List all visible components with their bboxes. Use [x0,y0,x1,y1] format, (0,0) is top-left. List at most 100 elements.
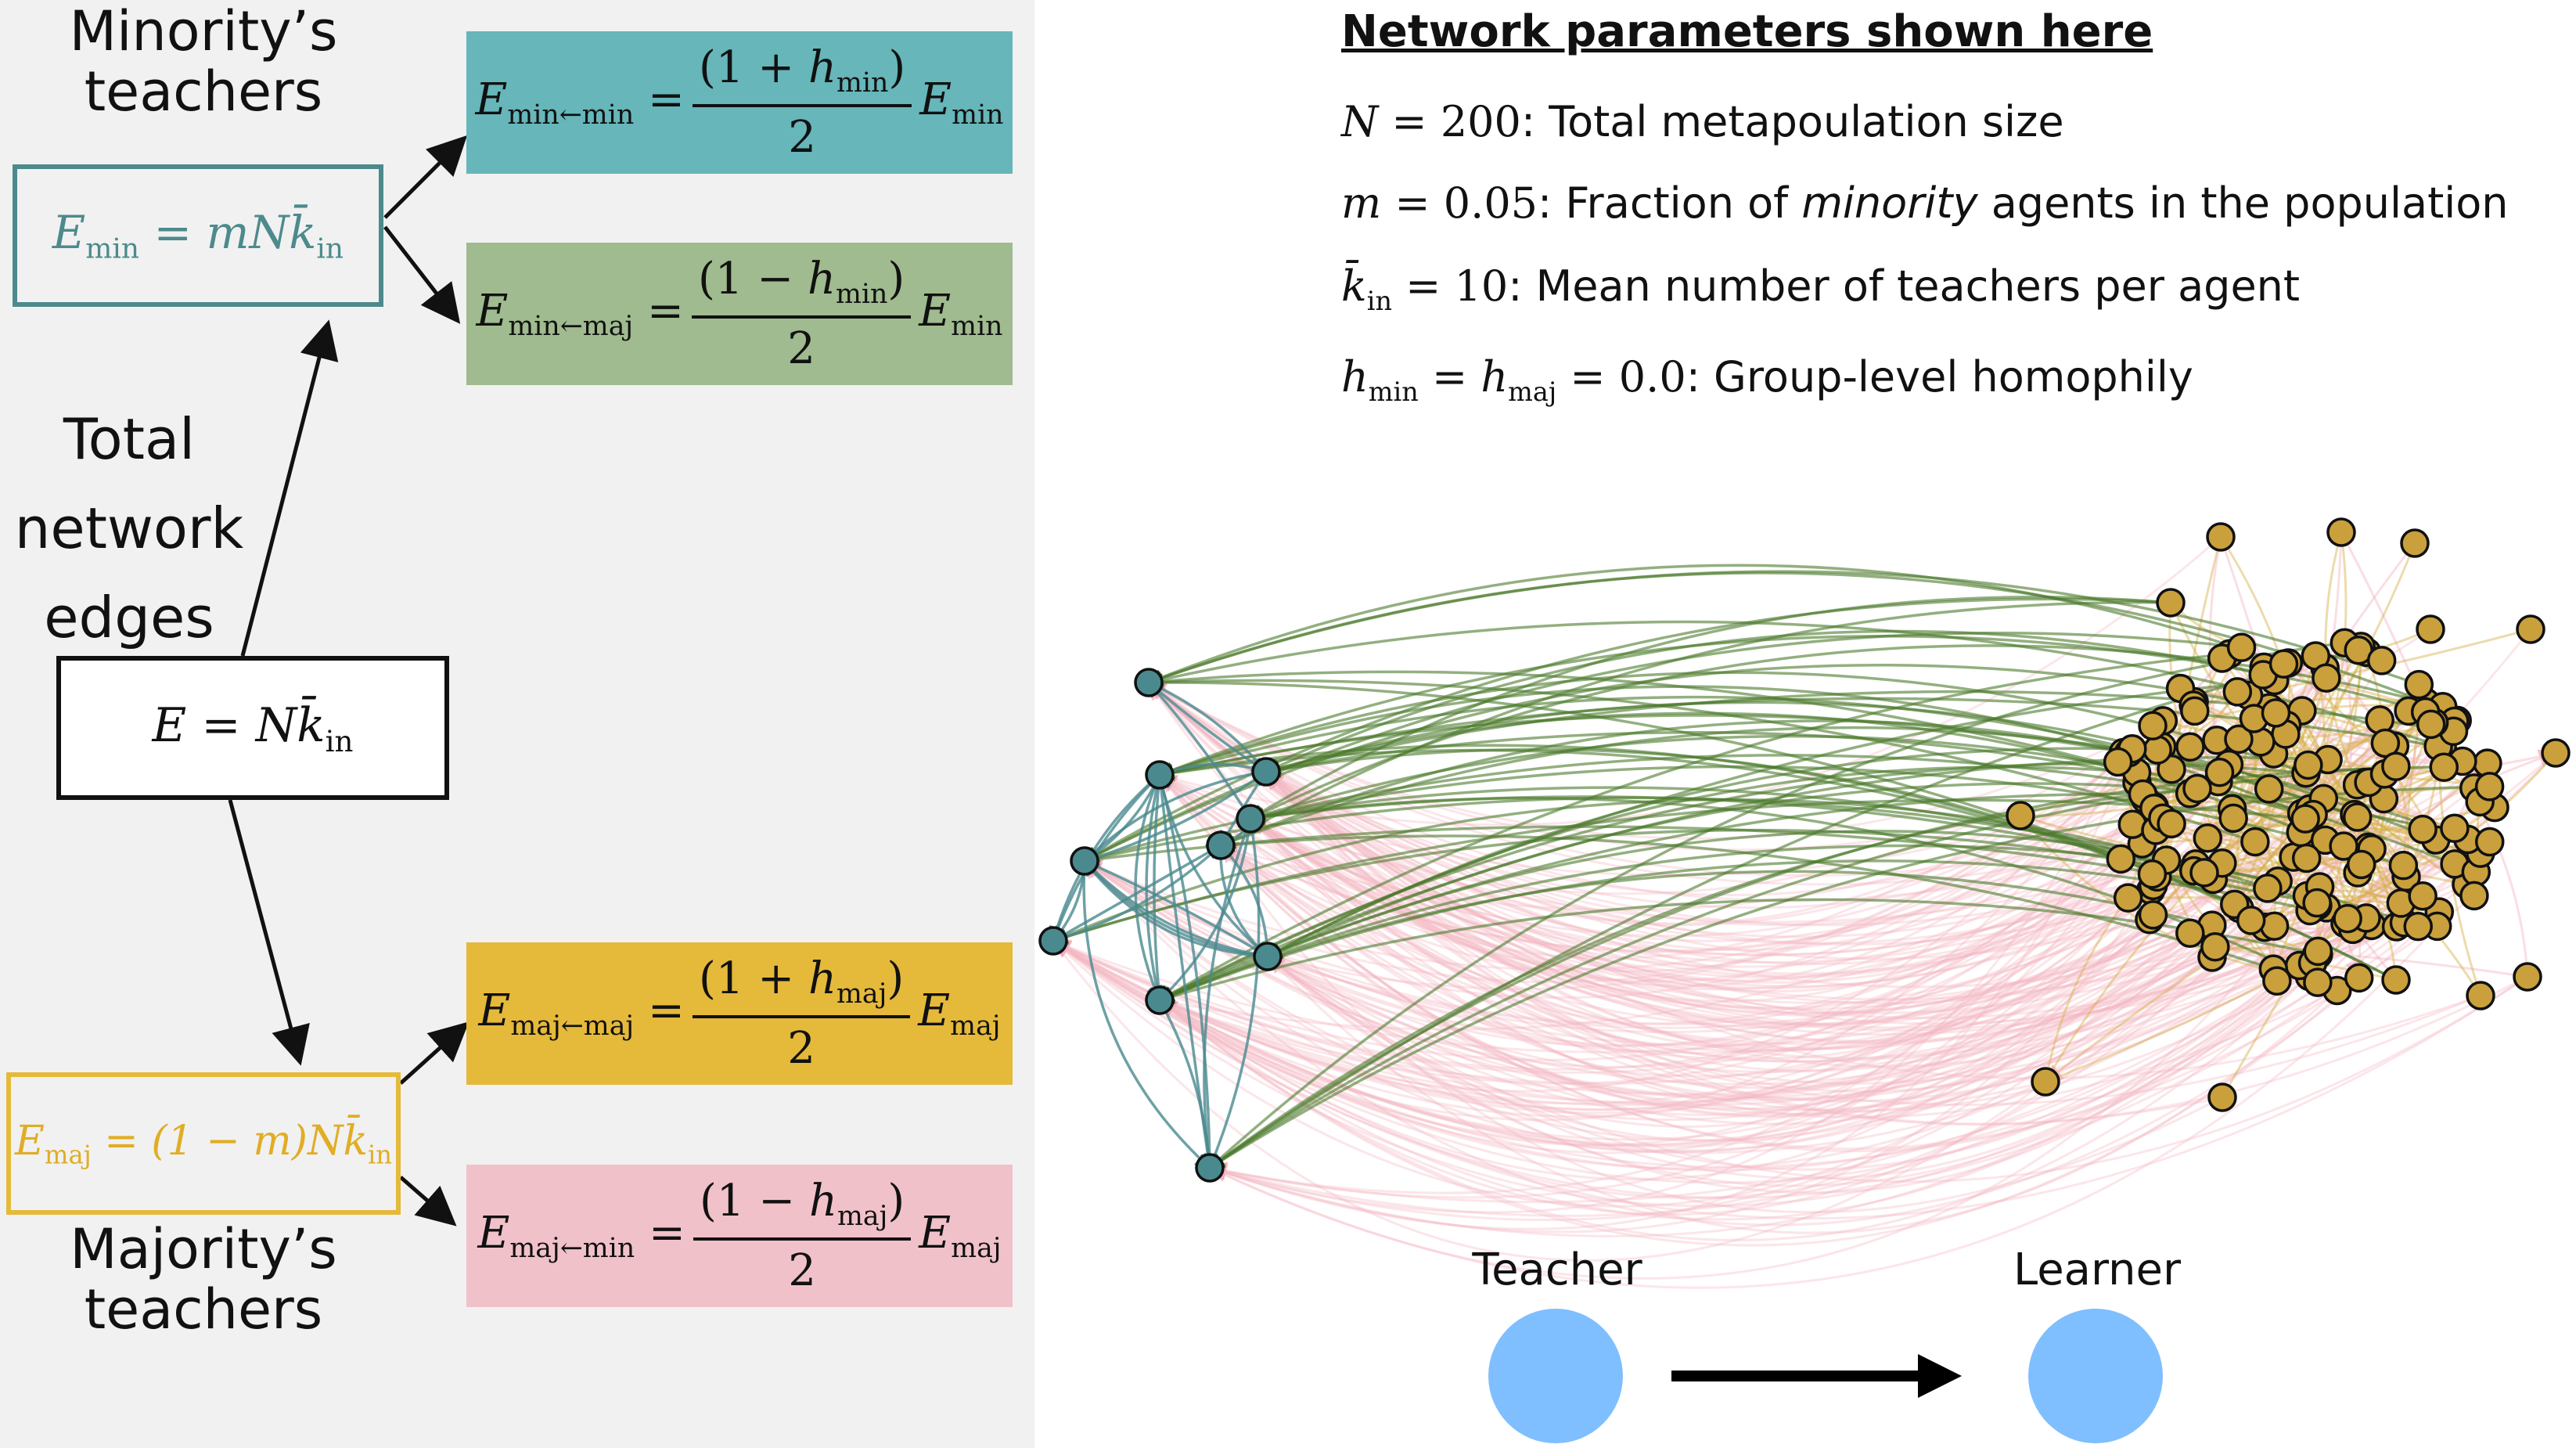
maj-to-min-edge [1052,924,2373,1208]
majority-node [2381,751,2411,781]
teacher-label: Teacher [1472,1244,1642,1295]
maj-to-min-edge [1209,917,2368,1217]
majority-node [2381,965,2411,995]
maj-to-min-edge [1147,681,2467,1020]
min-to-maj-edge [1157,652,2230,1002]
min-edges-box: Emin = mNk̄in [13,164,383,307]
maj-maj-edge [2370,723,2433,850]
majority-node [2408,881,2437,911]
min-min-edge [1050,844,1222,946]
maj-to-min-edge [1052,940,2046,1262]
maj-to-min-edge [1267,955,2528,1183]
min-to-maj-edge [1157,671,2307,779]
arrow-min-maj [383,225,461,324]
majority-node [2342,802,2373,832]
majority-node [2254,774,2284,804]
maj-to-min-edge [1159,781,2366,1085]
min-min-edge [1082,859,1268,958]
maj-to-min-edge [1209,701,2196,1194]
min-min-edge [1157,818,1252,1003]
maj-to-min-edge [1219,844,2308,1118]
maj-to-min-edge [1157,839,2326,1200]
maj-to-min-edge [1264,769,2122,1003]
min-min-edges [1049,680,1276,1171]
eq-maj-min: Emaj←min = (1 − hmaj) 2 Emaj [466,1165,1013,1307]
maj-to-min-edge [1147,681,2440,1025]
min-to-maj-edge [1263,629,2264,774]
arrow-maj-min [399,1176,457,1226]
maj-to-min-edge [1052,761,2119,1093]
majority-node [2302,888,2332,918]
maj-to-min-edge [1250,817,2528,1126]
min-to-maj-edge [1157,756,2329,1002]
min-min-edge [1082,860,1212,1170]
majority-node [2416,709,2446,740]
maj-to-min-edge [1051,839,2437,1154]
maj-to-min-edge [1052,925,2419,1199]
min-min-edge [1146,680,1268,773]
majority-node [2175,732,2205,762]
majority-node [2333,903,2362,934]
maj-to-min-edge [1083,859,2191,1122]
maj-to-min-edge [1218,657,2223,983]
majority-node [2200,931,2230,962]
maj-to-min-edge [1146,681,2396,886]
maj-to-min-edge [1265,771,2223,1126]
min-to-maj-edge [1081,597,2171,863]
teacher-node [1488,1309,1623,1443]
maj-to-min-edge [1207,751,2557,1204]
maj-to-min-edge [1267,828,2424,1180]
maj-to-min-edge [1265,770,2213,1014]
maj-to-min-edge [1265,769,2405,1093]
maj-to-min-edge [1265,770,2302,1017]
majority-node [2182,773,2212,804]
minority-node [1206,830,1236,860]
majority-node [2344,963,2374,993]
maj-to-min-edge [1052,838,2469,1096]
maj-to-min-edge [1250,817,2491,1036]
min-min-edge [1200,818,1252,1171]
maj-to-min-edge [1147,681,2268,1015]
majority-node [2207,1082,2237,1112]
min-to-maj-edge [1207,787,2198,1170]
min-min-edge [1081,859,1268,958]
maj-to-min-edge [1209,895,2308,1280]
eq-min-maj: Emin←maj = (1 − hmin) 2 Emin [466,243,1013,385]
maj-to-min-edge [1159,950,2319,1221]
maj-to-min-edge [1219,845,2223,1214]
min-to-maj-edge [1157,792,2143,1003]
maj-to-min-edge [1159,859,2168,1105]
maj-to-min-edge [1052,924,2213,1147]
maj-to-min-edge [1264,770,2370,1014]
min-min-edge [1134,774,1162,1003]
maj-to-min-edge [1220,798,2385,1028]
min-to-maj-edge [1263,711,2326,841]
min-min-edge [1219,844,1276,960]
maj-to-min-edge [1052,838,2469,1172]
majority-node [2224,724,2254,755]
maj-to-min-edge [1159,977,2360,1247]
maj-to-min-edge [1267,955,2311,1187]
min-min-edge [1082,859,1268,958]
min-to-maj-edge [1157,870,2213,1003]
min-to-maj-edge [1146,670,2138,774]
majority-node [2222,677,2253,707]
majority-node [2329,831,2358,861]
min-to-maj-edge [1146,570,2419,686]
maj-to-min-edge [1267,870,2195,1142]
maj-to-min-edge [1267,785,2491,1111]
min-min-edge [1052,844,1224,942]
min-min-edge [1050,773,1161,944]
maj-to-min-edge [1159,660,2383,1154]
majority-node [2388,850,2419,881]
maj-to-min-edge [1219,844,2308,1117]
maj-to-min-edge [1265,828,2424,1171]
minority-node [1236,804,1265,834]
majority-node [2516,614,2545,644]
min-min-edge [1084,769,1268,863]
maj-maj-edge [2221,657,2345,847]
maj-to-min-edge [1265,771,2216,1072]
min-min-edge [1158,774,1218,1171]
maj-to-min-edge [1051,924,2213,1107]
